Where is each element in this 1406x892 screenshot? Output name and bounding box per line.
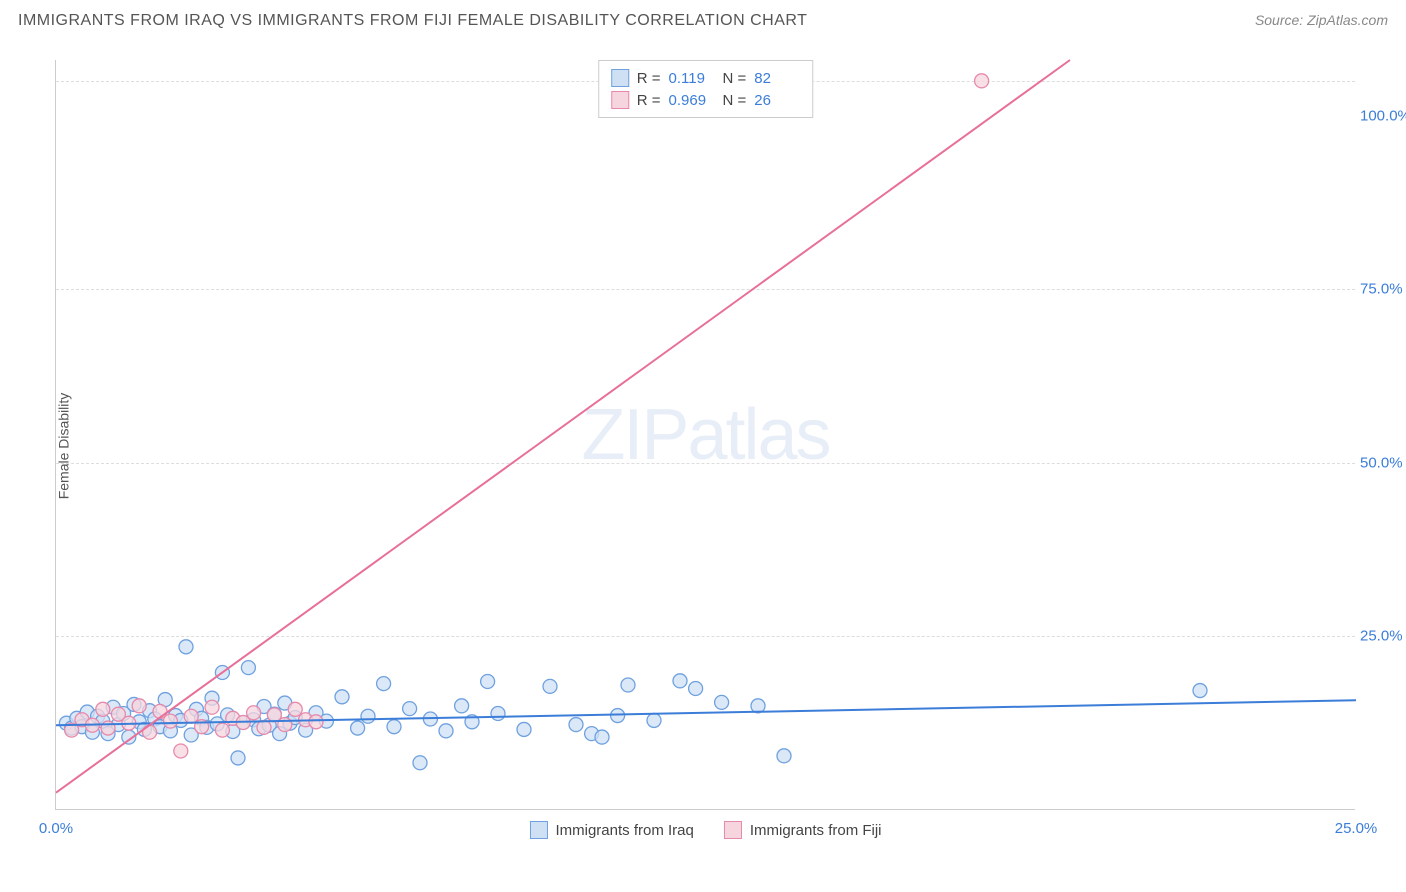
data-point <box>241 661 255 675</box>
data-point <box>96 702 110 716</box>
legend-swatch <box>529 821 547 839</box>
legend-item: Immigrants from Iraq <box>529 821 693 839</box>
n-label: N = <box>723 92 747 109</box>
r-value: 0.119 <box>669 70 715 87</box>
r-value: 0.969 <box>669 92 715 109</box>
data-point <box>595 730 609 744</box>
data-point <box>377 677 391 691</box>
data-point <box>288 702 302 716</box>
data-point <box>647 713 661 727</box>
legend: Immigrants from Iraq Immigrants from Fiji <box>529 821 881 839</box>
series-swatch <box>611 91 629 109</box>
y-tick-label: 50.0% <box>1360 454 1406 471</box>
data-point <box>215 723 229 737</box>
source-attribution: Source: ZipAtlas.com <box>1255 12 1388 28</box>
data-point <box>481 675 495 689</box>
data-point <box>413 756 427 770</box>
data-point <box>517 722 531 736</box>
data-point <box>351 721 365 735</box>
y-tick-label: 75.0% <box>1360 281 1406 298</box>
n-value: 26 <box>754 92 800 109</box>
data-point <box>179 640 193 654</box>
data-point <box>673 674 687 688</box>
data-point <box>184 709 198 723</box>
data-point <box>309 715 323 729</box>
data-point <box>621 678 635 692</box>
data-point <box>335 690 349 704</box>
y-tick-label: 100.0% <box>1360 107 1406 124</box>
legend-swatch <box>724 821 742 839</box>
scatter-svg <box>56 60 1355 809</box>
data-point <box>1193 684 1207 698</box>
n-value: 82 <box>754 70 800 87</box>
n-label: N = <box>723 70 747 87</box>
data-point <box>205 700 219 714</box>
r-label: R = <box>637 70 661 87</box>
data-point <box>777 749 791 763</box>
correlation-stats-box: R = 0.119 N = 82 R = 0.969 N = 26 <box>598 60 814 118</box>
data-point <box>975 74 989 88</box>
data-point <box>361 709 375 723</box>
data-point <box>174 744 188 758</box>
legend-label: Immigrants from Fiji <box>750 822 882 839</box>
chart-title: IMMIGRANTS FROM IRAQ VS IMMIGRANTS FROM … <box>18 12 807 29</box>
y-tick-label: 25.0% <box>1360 628 1406 645</box>
data-point <box>278 718 292 732</box>
data-point <box>132 699 146 713</box>
data-point <box>387 720 401 734</box>
stats-row: R = 0.119 N = 82 <box>611 67 801 89</box>
data-point <box>247 706 261 720</box>
data-point <box>491 706 505 720</box>
data-point <box>403 702 417 716</box>
stats-row: R = 0.969 N = 26 <box>611 89 801 111</box>
regression-line <box>56 60 1070 793</box>
legend-label: Immigrants from Iraq <box>555 822 693 839</box>
data-point <box>543 679 557 693</box>
data-point <box>715 695 729 709</box>
data-point <box>231 751 245 765</box>
chart-plot-area: ZIPatlas 25.0%50.0%75.0%100.0% 0.0%25.0%… <box>55 60 1355 810</box>
x-tick-label: 0.0% <box>39 820 73 837</box>
legend-item: Immigrants from Fiji <box>724 821 882 839</box>
data-point <box>257 720 271 734</box>
data-point <box>569 718 583 732</box>
data-point <box>689 681 703 695</box>
data-point <box>163 714 177 728</box>
series-swatch <box>611 69 629 87</box>
data-point <box>455 699 469 713</box>
x-tick-label: 25.0% <box>1335 820 1378 837</box>
data-point <box>101 721 115 735</box>
r-label: R = <box>637 92 661 109</box>
data-point <box>439 724 453 738</box>
